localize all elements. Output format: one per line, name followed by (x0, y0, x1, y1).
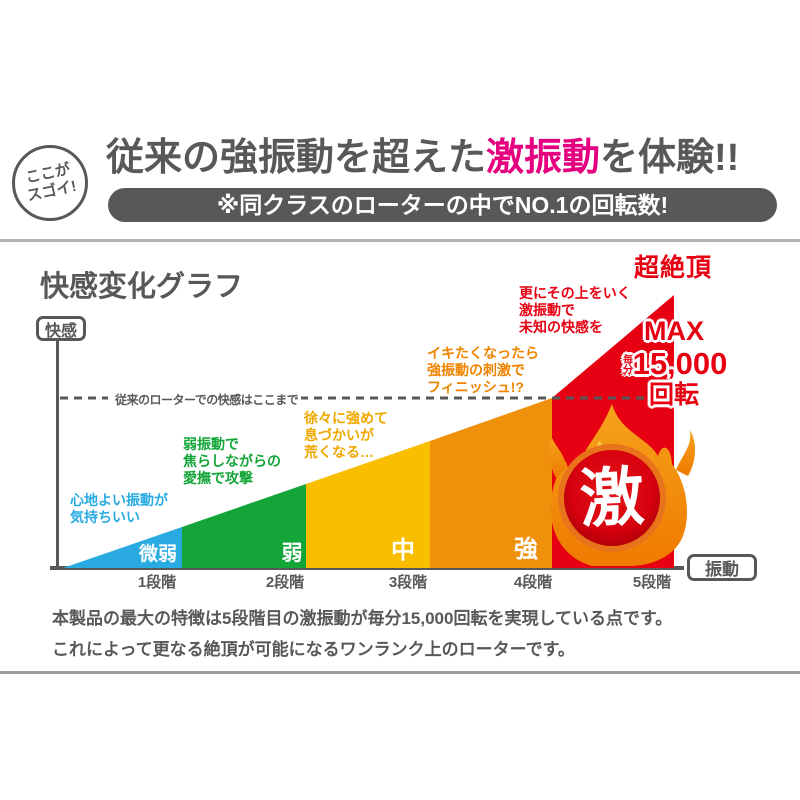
headline-highlight: 激振動 (486, 137, 601, 179)
x-tick-3: 3段階 (388, 574, 428, 591)
max-label: MAX (644, 316, 704, 346)
x-tick-5: 5段階 (632, 574, 672, 591)
segment-3-label: 中 (391, 537, 415, 564)
annotation-step2: 弱振動で 焦らしながらの 愛撫で攻撃 (183, 436, 281, 487)
segment-2-label: 弱 (281, 542, 303, 565)
flame-icon (548, 404, 696, 566)
segment-1-label: 微弱 (138, 544, 178, 565)
segment-5-label: 激 (578, 460, 646, 536)
annotation-step5: 更にその上をいく 激振動で 未知の快感を (519, 285, 631, 336)
segment-1-area (63, 527, 182, 568)
headline-pre: 従来の強振動を超えた (106, 137, 487, 179)
x-tick-2: 2段階 (265, 574, 305, 591)
highlight-badge: ここが スゴイ! (12, 145, 88, 221)
footer-divider (0, 671, 800, 674)
headline: 従来の強振動を超えた激振動を体験!! (106, 139, 739, 177)
x-tick-1: 1段階 (137, 574, 177, 591)
segment-4-label: 強 (514, 536, 538, 563)
headline-post: を体験!! (600, 137, 740, 179)
y-axis-label-box: 快感 (36, 316, 86, 341)
annotation-step4: イキたくなったら 強振動の刺激で フィニッシュ!? (427, 345, 539, 396)
peak-label: 超絶頂 (634, 254, 713, 282)
segment-2-area (182, 484, 306, 568)
header-divider (0, 239, 800, 242)
segment-3-area (306, 441, 430, 568)
annotation-step3: 徐々に強めて 息づかいが 荒くなる… (304, 410, 388, 461)
subheadline-pill: ※同クラスのローターの中でNO.1の回転数! (108, 188, 777, 222)
annotation-step1: 心地よい振動が 気持ちいい (70, 492, 168, 526)
x-tick-4: 4段階 (513, 574, 553, 591)
chart-title: 快感変化グラフ (40, 271, 244, 303)
footer-line-2: これによって更なる絶頂が可能になるワンランク上のローターです。 (52, 640, 575, 659)
x-axis-label-box: 振動 (687, 554, 757, 581)
threshold-label: 従来のローターでの快感はここまで (112, 391, 302, 408)
footer-description: 本製品の最大の特徴は5段階目の激振動が毎分15,000回転を実現している点です。… (52, 603, 672, 665)
rpm-value: 15,000 (632, 346, 728, 381)
footer-line-1: 本製品の最大の特徴は5段階目の激振動が毎分15,000回転を実現している点です。 (52, 609, 673, 628)
segment-4-area (430, 398, 552, 568)
y-axis-line (56, 340, 59, 569)
per-minute-label: 毎分 (620, 353, 632, 374)
rotation-unit-label: 回転 (648, 381, 699, 409)
highlight-badge-text: ここが スゴイ! (24, 160, 78, 205)
max-rotation-badge: MAX 毎分 15,000 回転 (604, 318, 744, 408)
